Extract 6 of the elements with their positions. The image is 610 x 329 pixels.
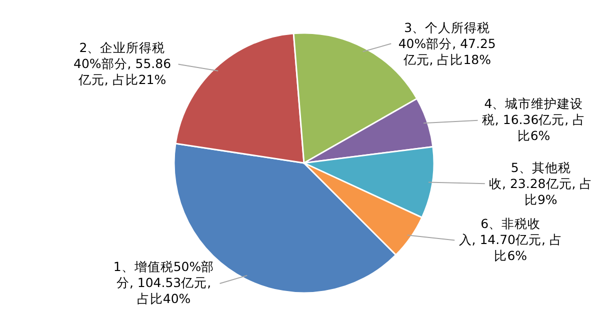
slice-label: 5、其他税收, 23.28亿元, 占比9%: [488, 160, 594, 208]
slice-label: 2、企业所得税40%部分, 55.86亿元, 占比21%: [72, 40, 172, 88]
slice-label: 1、增值税50%部分, 104.53亿元, 占比40%: [112, 259, 216, 308]
slice-label: 4、城市维护建设税, 16.36亿元, 占比6%: [480, 96, 587, 144]
slice-label: 6、非税收入, 14.70亿元, 占比6%: [458, 216, 564, 264]
slice-label: 3、个人所得税40%部分, 47.25亿元, 占比18%: [397, 20, 497, 68]
